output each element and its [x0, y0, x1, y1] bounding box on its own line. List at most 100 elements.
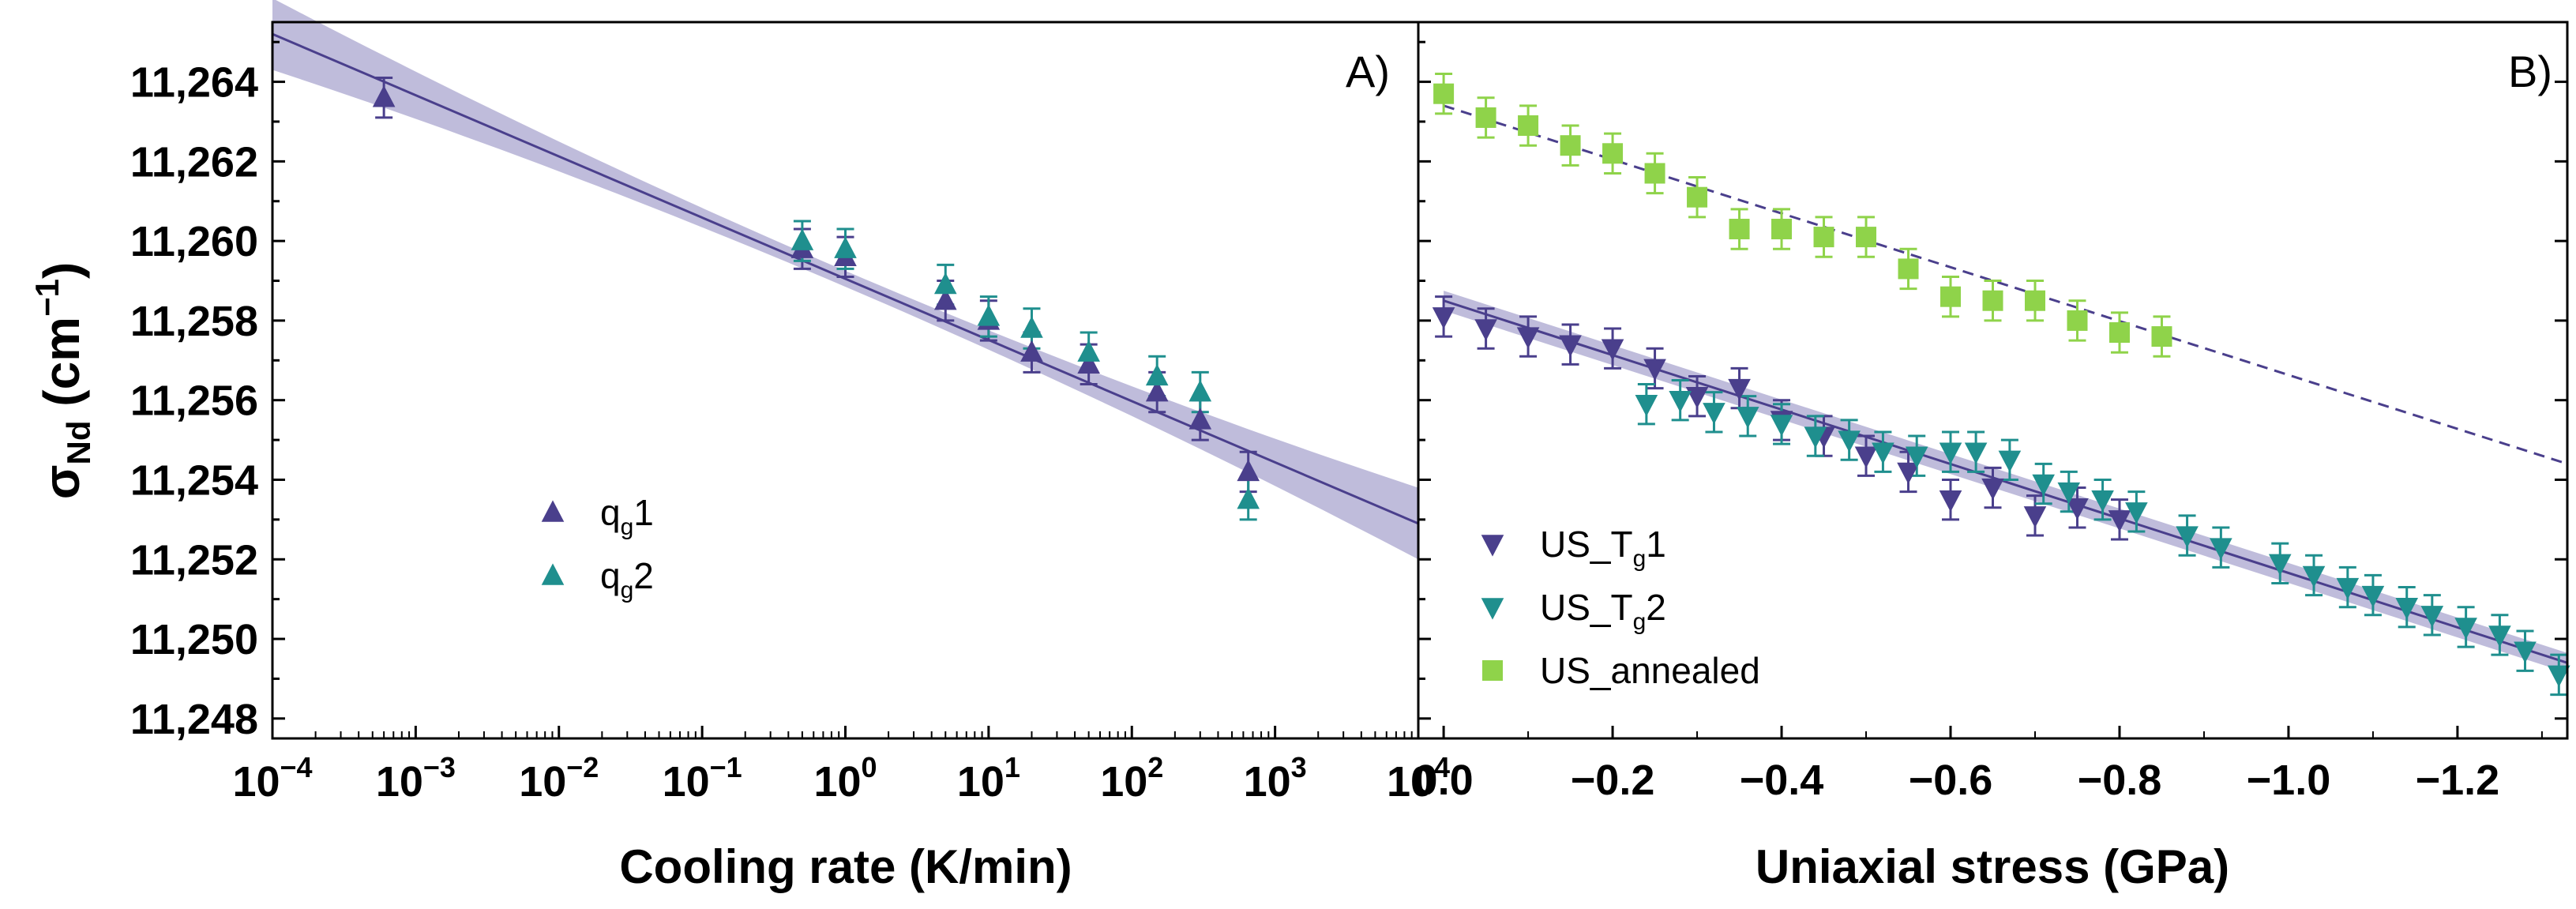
y-tick-label: 11,254	[130, 456, 258, 504]
legend-marker-b-US_Tg1	[1481, 535, 1504, 557]
point-b-US_Tg2-1	[1669, 390, 1692, 413]
x-tick-label-a: 10−2	[519, 751, 599, 806]
x-tick-base: 10	[519, 758, 566, 806]
point-b-US_Tg1-7	[1728, 378, 1751, 401]
x-tick-base: 10	[232, 758, 280, 806]
point-b-US_Tg2-13	[2057, 482, 2081, 505]
point-b-US_annealed-14	[2024, 290, 2045, 311]
x-tick-base: 10	[1387, 758, 1434, 806]
panel-b-frame	[1417, 21, 2569, 740]
x-tick-label-a: 10−3	[376, 751, 456, 806]
point-b-US_annealed-9	[1813, 227, 1834, 248]
point-b-US_Tg1-6	[1685, 386, 1709, 409]
x-axis-title-a: Cooling rate (K/min)	[619, 840, 1072, 893]
point-b-US_Tg1-14	[2023, 506, 2047, 528]
y-tick-label: 11,250	[130, 616, 258, 663]
y-title-unit-close: )	[33, 262, 90, 279]
legend-label-sub: g	[1633, 609, 1647, 635]
point-a-qg1-8	[1188, 408, 1212, 430]
point-a-qg2-1	[834, 236, 857, 258]
point-a-qg2-8	[1237, 487, 1260, 509]
point-b-US_annealed-12	[1940, 286, 1962, 307]
legend-label-base: q	[600, 492, 621, 533]
point-b-US_annealed-0	[1433, 83, 1455, 104]
point-b-US_Tg2-20	[2336, 577, 2360, 600]
y-tick-label: 11,258	[130, 298, 258, 345]
point-a-qg2-6	[1145, 363, 1169, 386]
point-b-US_Tg2-18	[2268, 554, 2292, 576]
x-tick-base: 10	[663, 758, 710, 806]
x-tick-label-a: 100	[813, 751, 877, 806]
x-tick-label-a: 104	[1387, 751, 1450, 806]
point-b-US_Tg2-19	[2302, 565, 2326, 588]
panel-a-frame	[271, 21, 1420, 740]
legend-label-b-US_Tg1: US_Tg1	[1540, 524, 1666, 572]
point-b-US_annealed-11	[1898, 258, 1919, 280]
x-axis-title-b: Uniaxial stress (GPa)	[1756, 840, 2229, 893]
point-b-US_annealed-3	[1560, 135, 1581, 156]
point-b-US_Tg2-15	[2125, 502, 2148, 524]
legend-label-base: US_T	[1540, 524, 1633, 565]
point-a-qg1-5	[1020, 340, 1043, 362]
point-a-qg2-3	[977, 304, 1001, 326]
point-b-US_annealed-7	[1729, 219, 1750, 240]
svg-text:σNd (cm−1): σNd (cm−1)	[28, 262, 97, 500]
point-b-US_annealed-10	[1856, 227, 1877, 248]
fit-line-b-2	[1443, 299, 2568, 664]
point-b-US_Tg2-8	[1905, 446, 1928, 468]
point-b-US_Tg2-9	[1939, 442, 1962, 464]
point-b-US_Tg2-10	[1964, 442, 1988, 464]
legend-label-tail: 2	[1646, 587, 1666, 628]
point-b-US_Tg2-17	[2210, 538, 2232, 560]
point-b-US_Tg2-23	[2420, 606, 2444, 628]
point-a-qg1-3	[933, 288, 957, 310]
point-b-US_Tg1-12	[1939, 490, 1962, 513]
x-tick-exp: 1	[1004, 751, 1020, 783]
y-tick-label: 11,252	[130, 536, 258, 584]
x-tick-exp: −1	[710, 751, 742, 783]
fit-line-a	[272, 32, 1419, 525]
point-b-US_Tg2-3	[1736, 407, 1759, 429]
y-title-sup: −1	[28, 279, 66, 317]
point-a-qg2-2	[933, 272, 957, 295]
legend-label-base: US_T	[1540, 587, 1633, 628]
x-tick-exp: 4	[1434, 751, 1450, 783]
legend-label-tail: 1	[1646, 524, 1666, 565]
x-tick-label-b: −1.2	[2416, 757, 2500, 804]
x-tick-label-a: 102	[1100, 751, 1163, 806]
legend-marker-b-US_Tg2	[1481, 598, 1504, 620]
point-a-qg2-7	[1188, 380, 1212, 402]
y-tick-label: 11,248	[130, 696, 258, 743]
x-tick-label-a: 10−4	[232, 751, 312, 806]
legend-marker-b-US_annealed	[1482, 660, 1503, 681]
x-tick-exp: −2	[566, 751, 599, 783]
tick-labels: 11,248 11,250 11,252 11,254 11,256 11,258 11,2…	[130, 59, 2499, 806]
x-tick-label-a: 10−1	[663, 751, 742, 806]
legend-label-sub: g	[621, 514, 634, 540]
x-tick-exp: −3	[423, 751, 456, 783]
x-tick-exp: 3	[1291, 751, 1307, 783]
point-b-US_Tg1-0	[1432, 307, 1455, 329]
data-markers	[372, 83, 2570, 687]
point-b-US_Tg2-0	[1635, 395, 1658, 417]
y-tick-label: 11,260	[130, 218, 258, 265]
legend-label-b-US_annealed: US_annealed	[1540, 650, 1760, 691]
point-a-qg1-6	[1077, 351, 1100, 374]
point-b-US_Tg1-4	[1601, 339, 1624, 361]
panel-b-label: B)	[2508, 47, 2552, 96]
legend-label-base: q	[600, 555, 621, 596]
legend-label-tail: 2	[633, 555, 654, 596]
legend-label-a-qg2: qg2	[600, 555, 654, 603]
fit-line-b-1	[1443, 104, 2568, 465]
y-tick-label: 11,264	[130, 59, 258, 107]
point-b-US_Tg2-22	[2395, 598, 2419, 620]
point-a-qg2-0	[790, 228, 814, 250]
x-tick-exp: 2	[1147, 751, 1163, 783]
point-a-qg1-9	[1237, 459, 1260, 482]
point-a-qg1-7	[1145, 380, 1169, 402]
point-b-US_Tg2-26	[2514, 641, 2537, 663]
y-title-unit-open: (cm	[33, 317, 90, 421]
point-b-US_Tg2-12	[2032, 474, 2055, 497]
